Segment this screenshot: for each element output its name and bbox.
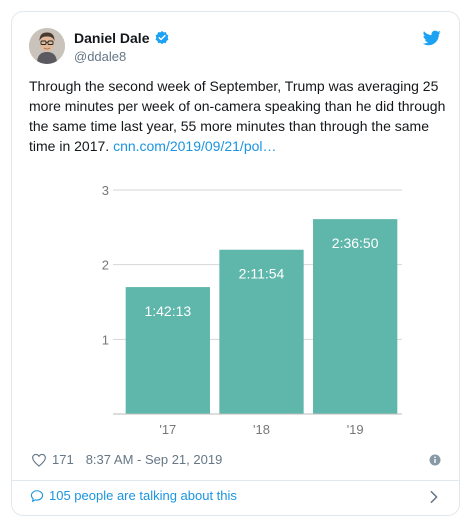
y-tick-label-3: 3 [102,183,109,198]
footer-divider [12,480,459,481]
tweet-card: Daniel Dale @ddale8 Through the second w… [11,11,460,516]
tweet-media-chart[interactable]: 1 2 3 1:42:13 '17 2:11:54 '18 2:36:50 '19 [29,168,444,450]
speech-bubble-icon [30,489,44,502]
x-tick-label-2: '19 [347,422,364,437]
author-name-row: Daniel Dale [74,30,170,46]
bar-2 [313,219,398,414]
x-tick-label-1: '18 [253,422,270,437]
conversation-link[interactable]: 105 people are talking about this [30,488,237,503]
conversation-count-text[interactable]: 105 people are talking about this [49,488,237,503]
tweet-author: Daniel Dale @ddale8 [74,30,170,64]
tweet-timestamp[interactable]: 8:37 AM - Sep 21, 2019 [85,452,223,467]
tweet-link[interactable]: cnn.com/2019/09/21/pol… [113,138,277,154]
avatar-image [29,28,65,64]
bar-chart: 1 2 3 1:42:13 '17 2:11:54 '18 2:36:50 '19 [102,183,402,437]
verified-badge-icon [156,31,169,45]
author-handle[interactable]: @ddale8 [74,49,127,64]
twitter-bird-icon[interactable] [423,30,441,46]
info-icon[interactable] [429,454,441,466]
tweet-text: Through the second week of September, Tr… [29,76,449,156]
y-tick-label-2: 2 [102,258,109,273]
chevron-right-icon[interactable] [429,490,439,504]
y-tick-label-1: 1 [102,332,109,347]
like-count[interactable]: 171 [52,452,74,467]
tweet-meta: 171 8:37 AM - Sep 21, 2019 [31,452,222,467]
bar-value-label-1: 2:11:54 [239,266,285,282]
author-name[interactable]: Daniel Dale [74,30,150,46]
bar-1 [219,249,304,414]
bar-value-label-2: 2:36:50 [332,235,379,251]
bar-value-label-0: 1:42:13 [144,303,191,319]
tweet-body: Through the second week of September, Tr… [29,78,446,154]
heart-icon[interactable] [31,453,47,467]
x-tick-label-0: '17 [159,422,176,437]
avatar[interactable] [29,28,65,64]
bar-0 [125,287,210,414]
